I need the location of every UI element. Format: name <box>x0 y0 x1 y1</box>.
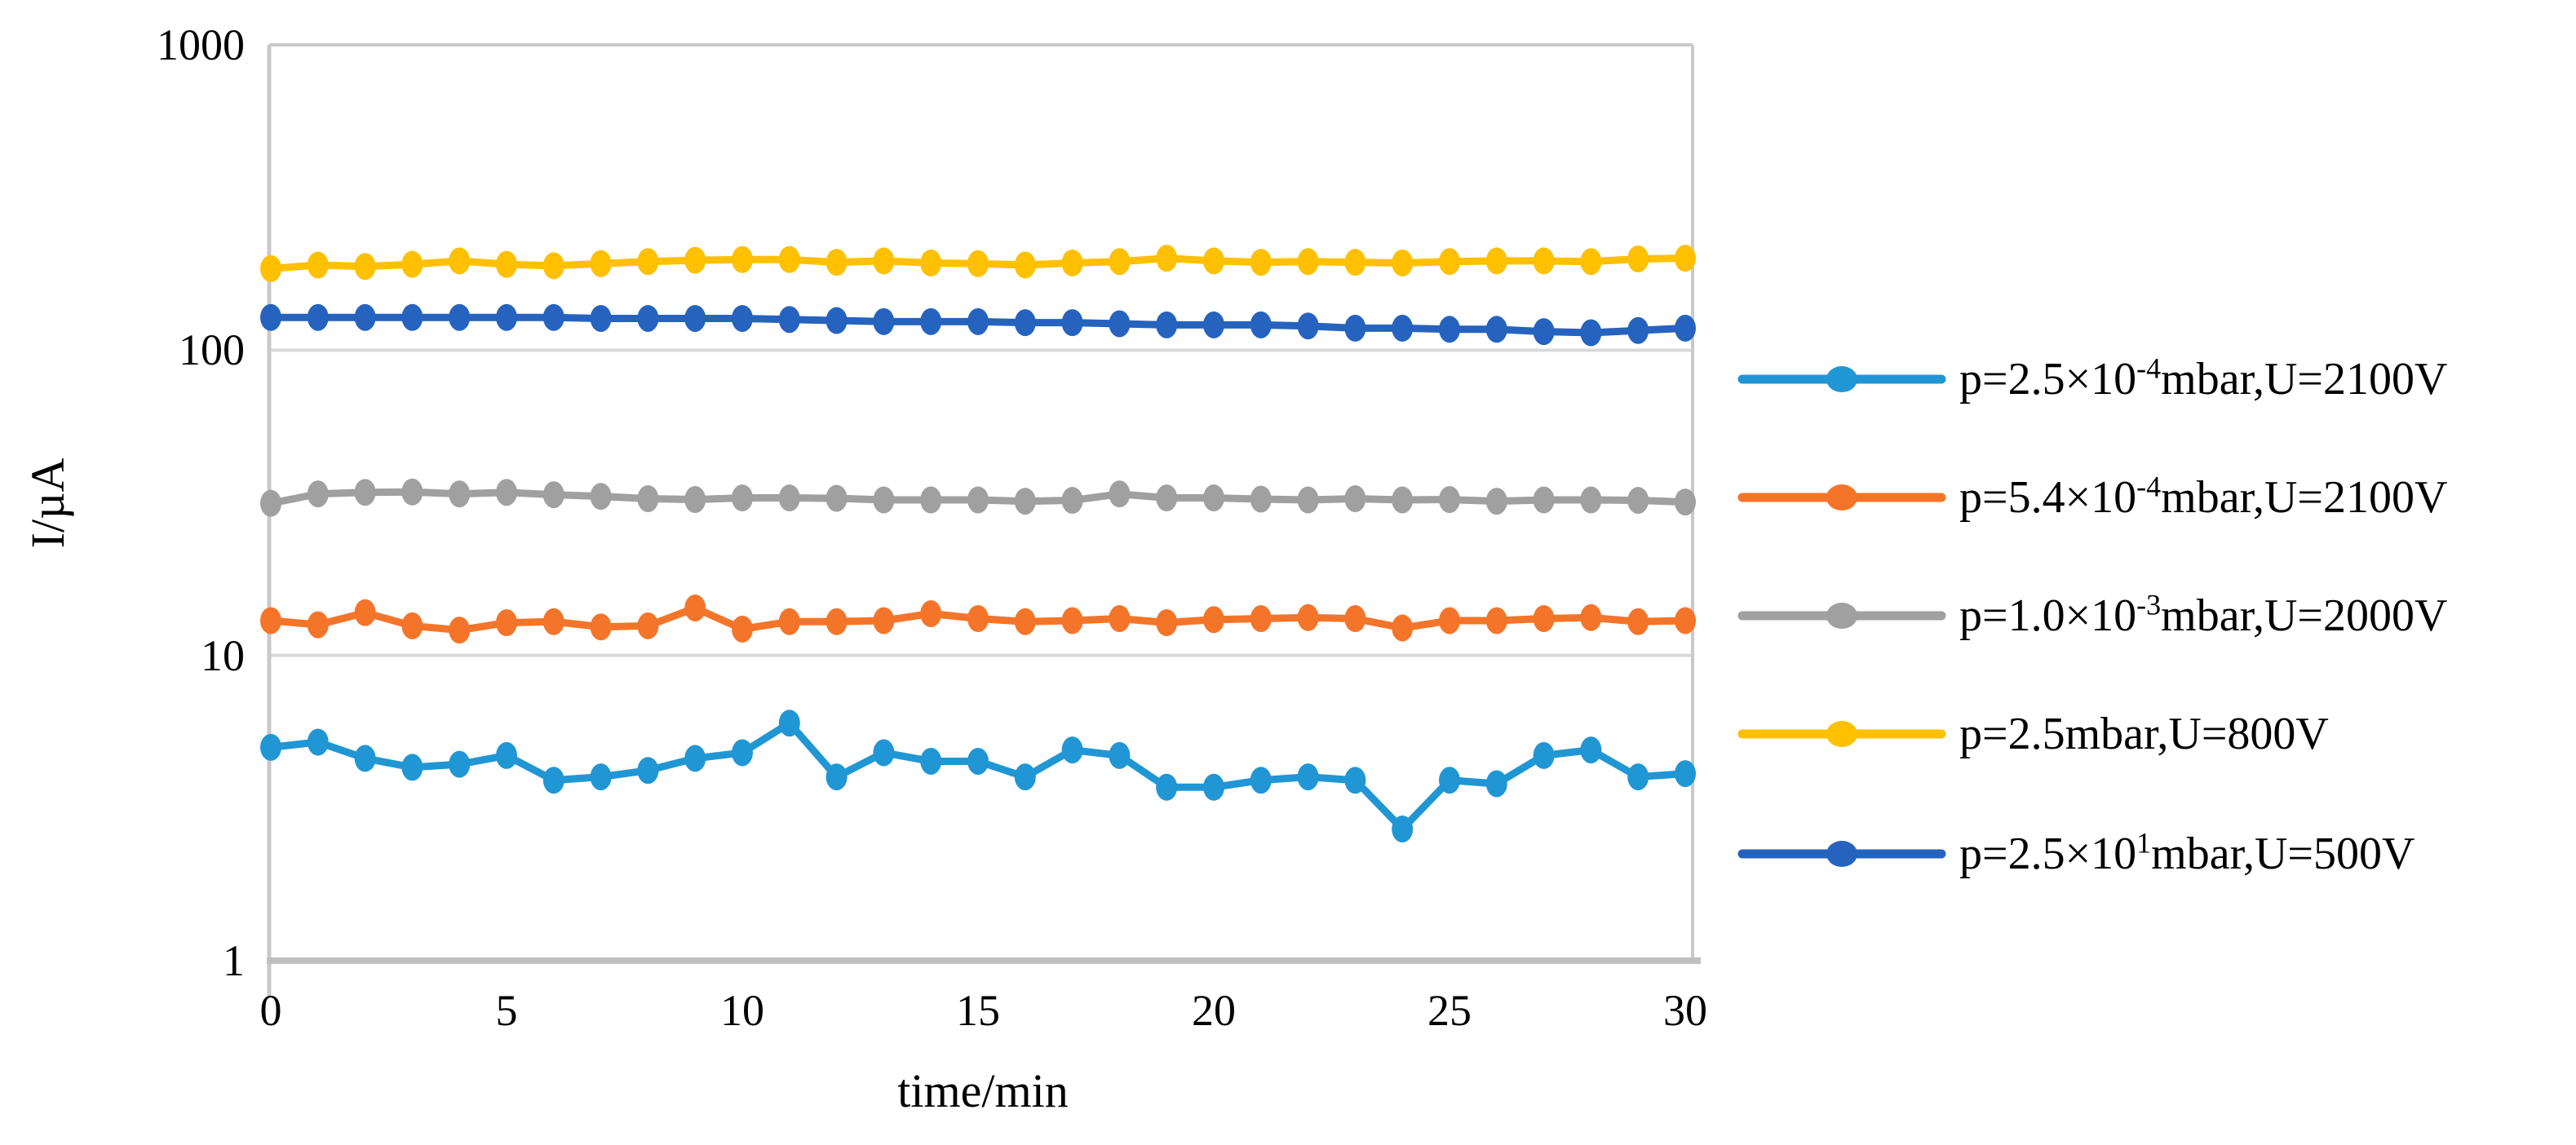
legend-item-series4: p=2.5mbar,U=800V <box>1736 701 2329 767</box>
legend-label-series1-pre: p=2.5×10 <box>1959 354 2137 405</box>
series2-marker-icon <box>1737 484 1946 511</box>
legend-label-series4-pre: p=2.5mbar,U=800V <box>1959 709 2329 759</box>
series3-marker-icon <box>1737 603 1946 629</box>
legend-label-series3: p=1.0×10-3mbar,U=2000V <box>1959 590 2447 642</box>
y-tick-1: 1 <box>223 936 245 985</box>
legend-label-series4: p=2.5mbar,U=800V <box>1959 708 2329 760</box>
legend-label-series3-sup: -3 <box>2136 588 2162 621</box>
legend-label-series5-post: mbar,U=500V <box>2151 829 2415 879</box>
x-tick-15: 15 <box>956 986 1000 1035</box>
y-axis-title: I/µA <box>21 458 74 549</box>
legend-item-series1: p=2.5×10-4mbar,U=2100V <box>1736 347 2447 412</box>
legend-item-series5: p=2.5×101mbar,U=500V <box>1736 821 2414 886</box>
y-tick-100: 100 <box>179 325 245 374</box>
series4-marker-icon <box>1737 721 1946 747</box>
legend-label-series5: p=2.5×101mbar,U=500V <box>1959 828 2414 880</box>
legend-label-series3-pre: p=1.0×10 <box>1959 590 2137 641</box>
x-axis-title: time/min <box>897 1064 1069 1117</box>
x-tick-5: 5 <box>495 986 518 1035</box>
legend-label-series1: p=2.5×10-4mbar,U=2100V <box>1959 353 2447 405</box>
series5-marker-icon <box>1737 841 1946 867</box>
legend-label-series5-pre: p=2.5×10 <box>1959 829 2137 879</box>
legend-label-series1-sup: -4 <box>2136 351 2162 385</box>
x-tick-0: 0 <box>259 986 282 1035</box>
legend-label-series2-post: mbar,U=2100V <box>2161 472 2448 523</box>
x-tick-30: 30 <box>1663 986 1707 1035</box>
x-tick-20: 20 <box>1192 986 1236 1035</box>
x-tick-10: 10 <box>720 986 764 1035</box>
legend-item-series3: p=1.0×10-3mbar,U=2000V <box>1736 583 2447 648</box>
legend-label-series2-pre: p=5.4×10 <box>1959 472 2137 523</box>
legend-label-series2: p=5.4×10-4mbar,U=2100V <box>1959 471 2447 524</box>
series1-marker-icon <box>1737 366 1946 392</box>
legend-label-series1-post: mbar,U=2100V <box>2161 354 2448 405</box>
x-tick-25: 25 <box>1427 986 1472 1035</box>
y-tick-10: 10 <box>201 631 245 680</box>
legend-item-series2: p=5.4×10-4mbar,U=2100V <box>1736 465 2447 530</box>
legend-label-series2-sup: -4 <box>2136 470 2162 503</box>
legend-label-series3-post: mbar,U=2000V <box>2161 590 2448 641</box>
y-tick-1000: 1000 <box>157 20 245 69</box>
legend-label-series5-sup: 1 <box>2136 826 2152 860</box>
